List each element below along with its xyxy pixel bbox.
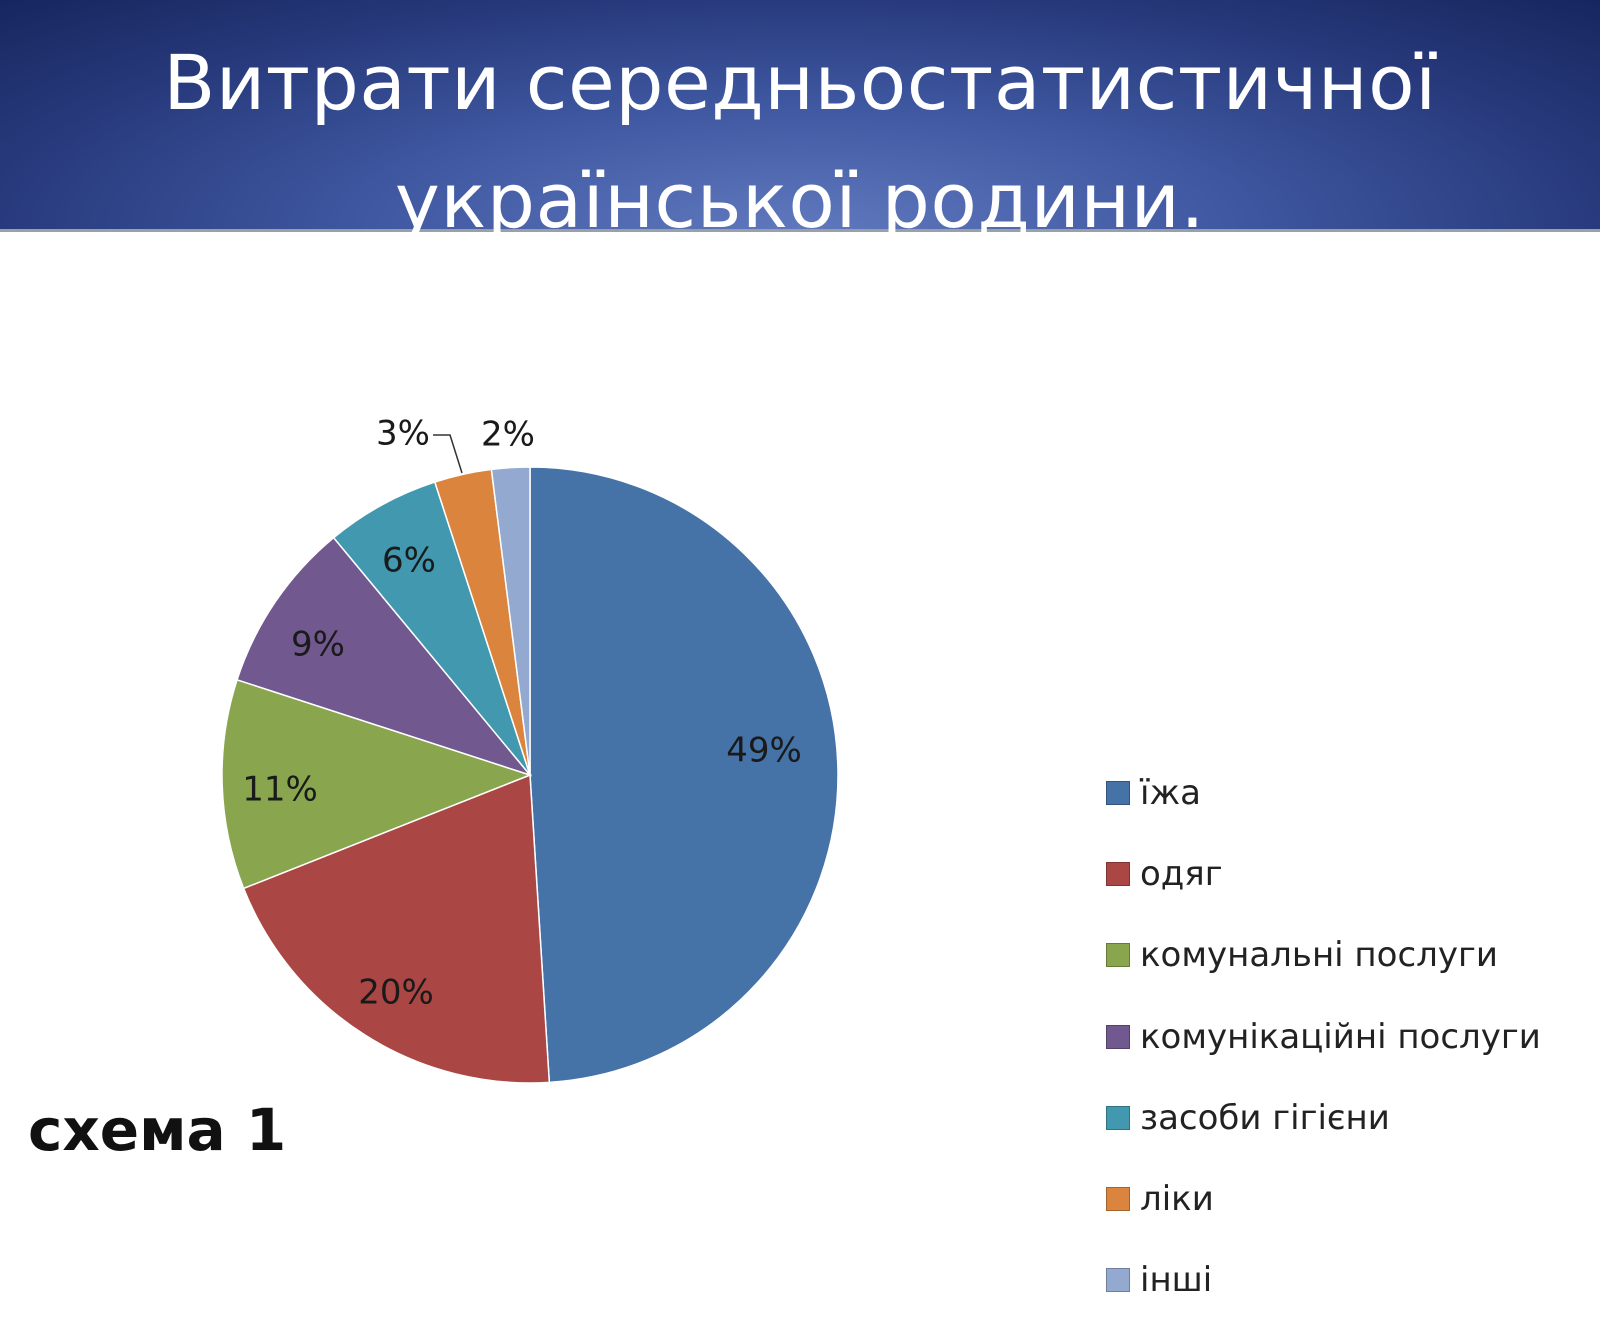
legend-item-6: ліки [1106, 1158, 1576, 1239]
legend-label-7: інші [1140, 1260, 1213, 1301]
pie-slice-1 [529, 466, 839, 1084]
chart-legend: їжа одяг комунальні послуги комунікаційні п… [1106, 752, 1576, 1321]
legend-swatch-2 [1106, 861, 1130, 886]
data-label-1: 49% [726, 731, 802, 771]
slide-header: Витрати середньостатистичної української… [0, 0, 1600, 245]
legend-label-1: їжа [1140, 772, 1201, 813]
legend-item-1: їжа [1106, 752, 1576, 833]
scheme-caption: схема 1 [28, 1096, 287, 1164]
legend-swatch-1 [1106, 780, 1130, 805]
data-label-2: 20% [358, 973, 434, 1013]
pie-slice-4 [236, 536, 533, 777]
legend-label-2: одяг [1140, 853, 1223, 894]
pie-slice-7 [490, 466, 531, 776]
legend-swatch-5 [1106, 1105, 1130, 1130]
legend-label-4: комунікаційні послуги [1140, 1016, 1541, 1057]
legend-label-3: комунальні послуги [1140, 935, 1498, 976]
data-label-7: 2% [481, 415, 535, 455]
legend-label-6: ліки [1140, 1179, 1214, 1220]
chart-area: 49% 20% 11% 9% 6% 3% 2% їжа одяг комунальні посл… [0, 232, 1600, 1300]
legend-item-7: інші [1106, 1240, 1576, 1321]
legend-item-4: комунікаційні послуги [1106, 996, 1576, 1077]
legend-label-5: засоби гігієни [1140, 1097, 1390, 1138]
data-label-5: 6% [382, 541, 436, 581]
data-label-4: 9% [291, 625, 345, 665]
legend-item-3: комунальні послуги [1106, 915, 1576, 996]
legend-item-2: одяг [1106, 833, 1576, 914]
pie-chart: 49% 20% 11% 9% 6% 3% 2% [221, 414, 839, 1084]
pie-slice-2 [242, 773, 551, 1084]
data-label-6: 3% [376, 414, 430, 454]
pie-slice-3 [221, 678, 533, 890]
legend-swatch-6 [1106, 1187, 1130, 1212]
legend-swatch-7 [1106, 1268, 1130, 1293]
legend-item-5: засоби гігієни [1106, 1077, 1576, 1158]
label-leader-line [433, 434, 463, 474]
slide-title: Витрати середньостатистичної української… [163, 38, 1437, 245]
data-label-3: 11% [242, 770, 318, 810]
legend-swatch-3 [1106, 943, 1130, 968]
legend-swatch-4 [1106, 1024, 1130, 1049]
